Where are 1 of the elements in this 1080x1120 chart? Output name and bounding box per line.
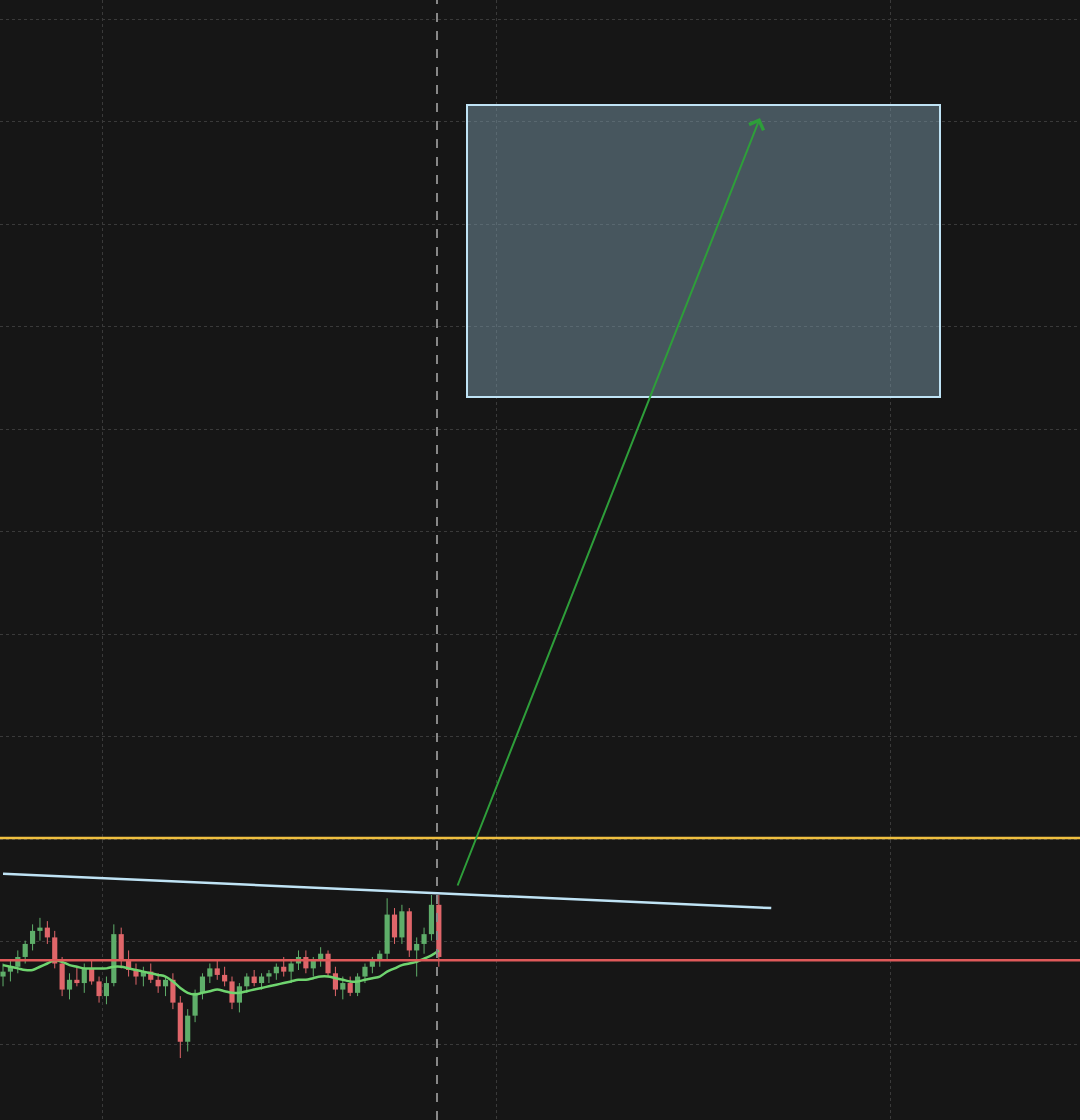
candlestick xyxy=(266,969,272,984)
